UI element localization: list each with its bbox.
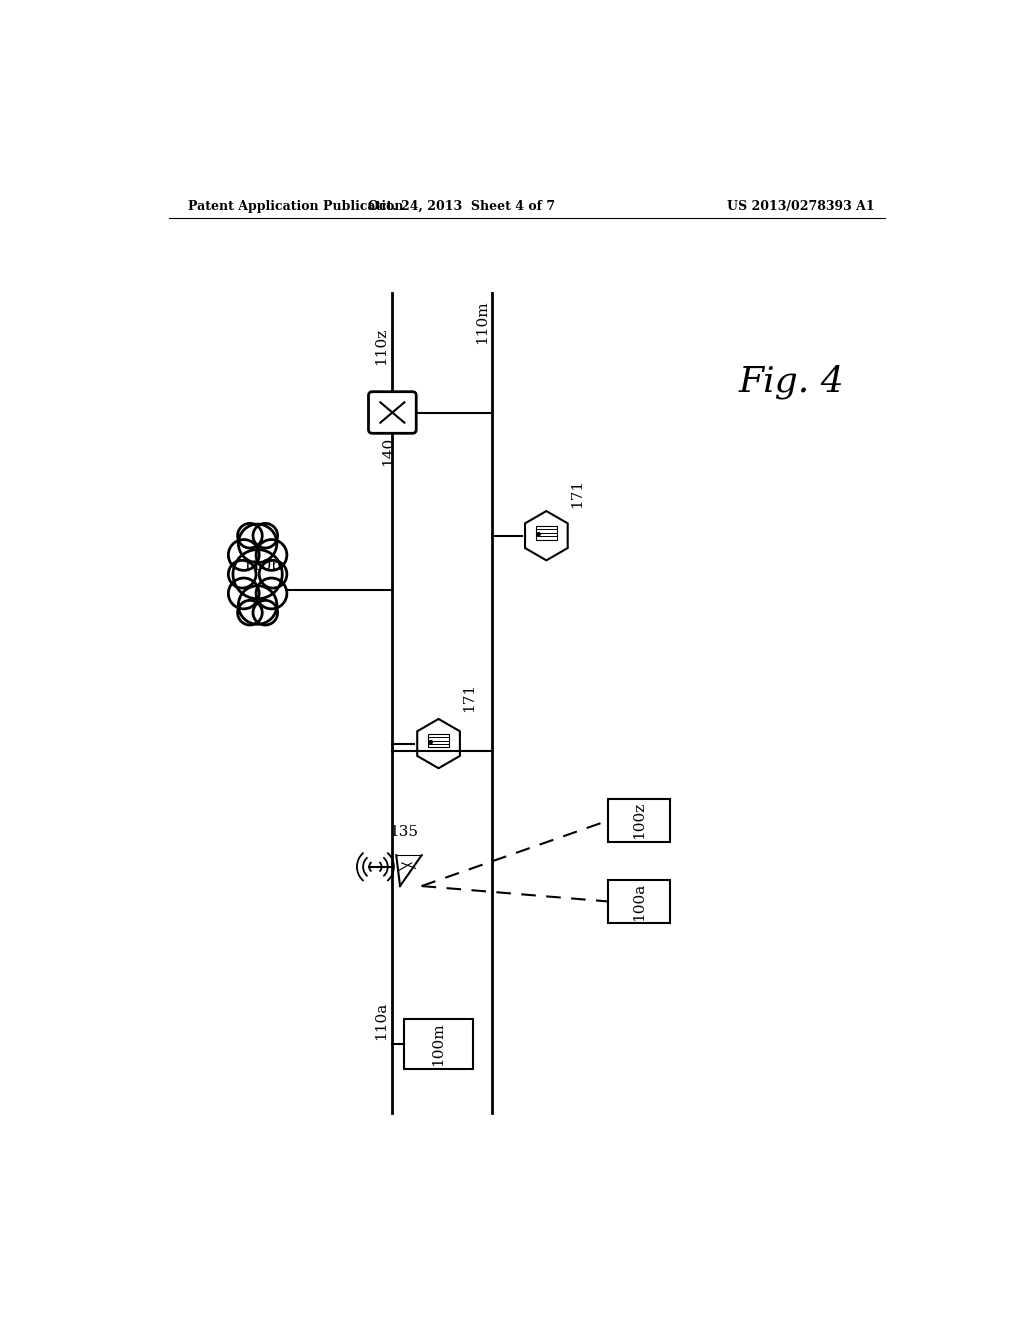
Circle shape	[259, 560, 287, 589]
Text: Fig. 4: Fig. 4	[739, 364, 845, 399]
FancyBboxPatch shape	[369, 392, 416, 433]
Text: 100a: 100a	[632, 882, 646, 920]
Bar	[608, 880, 670, 923]
Circle shape	[233, 549, 283, 599]
Circle shape	[256, 578, 287, 609]
Circle shape	[256, 540, 287, 570]
Circle shape	[228, 560, 256, 589]
Circle shape	[238, 523, 262, 548]
Text: 135: 135	[389, 825, 419, 840]
Bar	[403, 1019, 473, 1069]
Text: 171: 171	[463, 682, 476, 711]
Text: 110m: 110m	[475, 301, 488, 345]
Text: 100z: 100z	[632, 803, 646, 840]
Circle shape	[228, 578, 259, 609]
Bar	[608, 800, 670, 842]
Bar	[536, 525, 557, 540]
Circle shape	[228, 540, 259, 570]
Text: 171: 171	[570, 479, 584, 508]
Text: Oct. 24, 2013  Sheet 4 of 7: Oct. 24, 2013 Sheet 4 of 7	[368, 199, 555, 213]
Text: 110b: 110b	[242, 560, 281, 573]
Bar	[428, 734, 450, 747]
Circle shape	[239, 586, 276, 624]
Circle shape	[239, 524, 276, 562]
Circle shape	[538, 533, 541, 536]
Text: 100m: 100m	[431, 1022, 445, 1065]
Text: 140: 140	[382, 437, 395, 466]
Circle shape	[253, 523, 278, 548]
Text: Patent Application Publication: Patent Application Publication	[188, 199, 403, 213]
Text: 110z: 110z	[375, 327, 388, 366]
Circle shape	[238, 601, 262, 626]
Text: US 2013/0278393 A1: US 2013/0278393 A1	[727, 199, 874, 213]
Circle shape	[253, 601, 278, 626]
Circle shape	[429, 741, 432, 743]
Text: 110a: 110a	[375, 1002, 388, 1040]
